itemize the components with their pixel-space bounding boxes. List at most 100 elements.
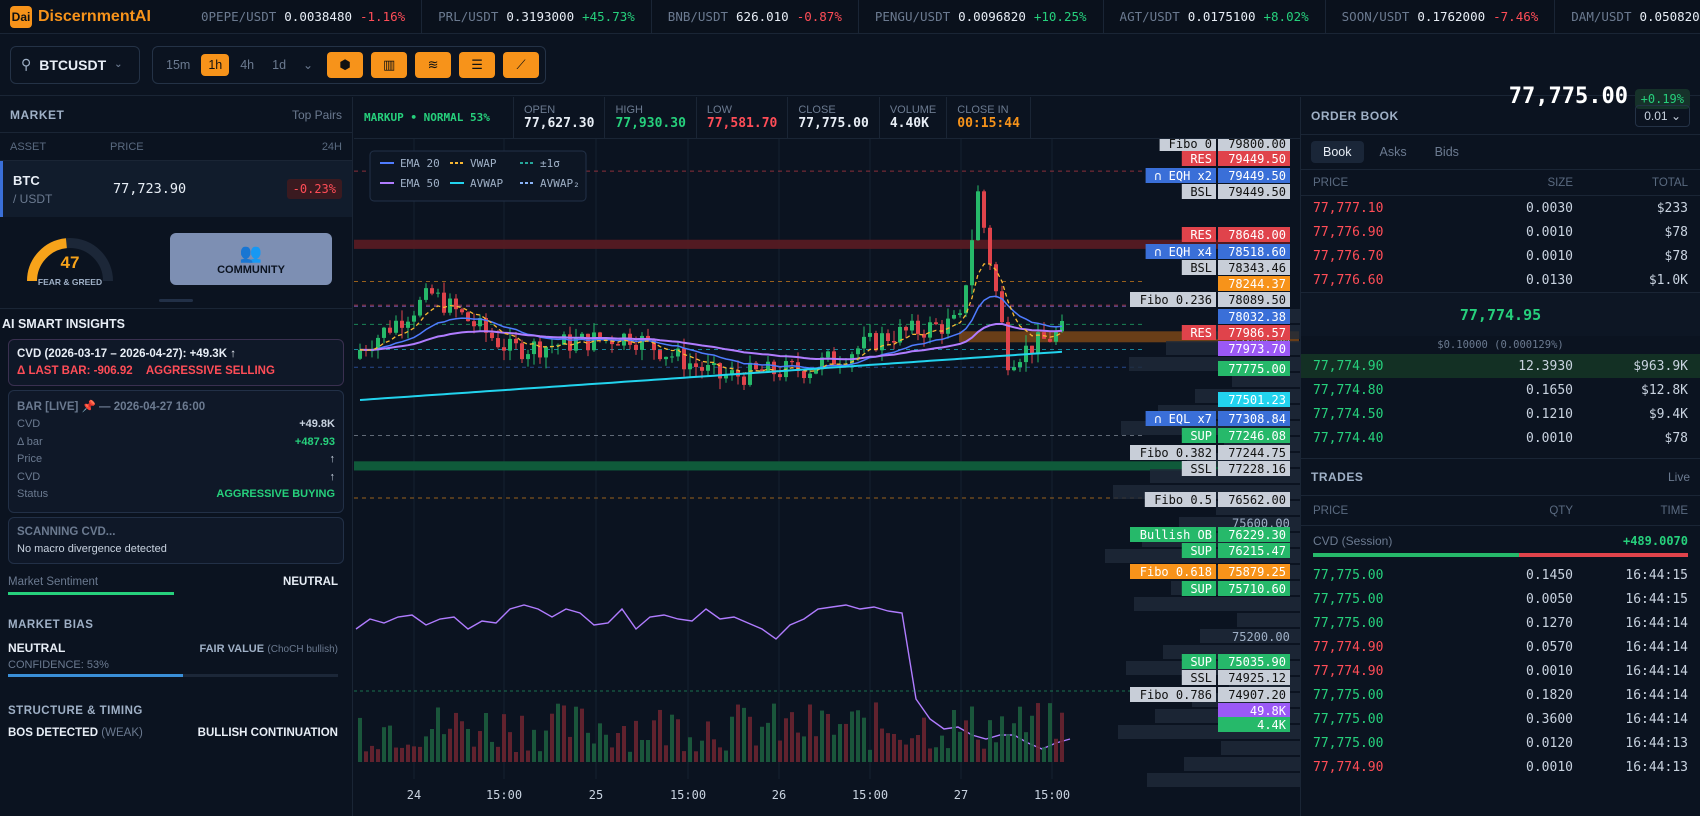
ob-size: 0.0010 [1526,430,1573,446]
chevron-down-icon[interactable]: ⌄ [303,57,314,72]
tab-bids[interactable]: Bids [1434,145,1459,159]
volume-bar [814,736,818,762]
level-tag: 79800.00 Fibo 0 [1159,139,1290,151]
community-button[interactable]: 👥 COMMUNITY [170,233,332,285]
orderbook-bids: 77,774.90 12.3930 $963.9K 77,774.80 0.1650 $1… [1301,354,1700,450]
bar-live-row: CVD +49.8K [17,416,335,434]
bar-chart-button[interactable]: ▥ [371,51,408,78]
volume-bar [694,751,698,762]
volume-bar [802,736,806,762]
candle-body [964,285,968,314]
orderbook-row[interactable]: 77,774.40 0.0010 $78 [1301,426,1700,450]
cvd-summary-card: CVD (2026-03-17 – 2026-04-27): +49.3K ↑ … [8,339,344,386]
ticker-item[interactable]: SOON/USDT 0.1762000 -7.46% [1326,0,1556,33]
volume-bar [562,705,566,762]
level-price: 74907.20 [1228,688,1286,702]
volume-bar [820,710,824,762]
level-tag: 77308.84 ∩ EQL x7 [1145,411,1290,426]
ticker-price: 626.010 [736,9,789,24]
line-chart-button[interactable]: ⟋ [503,51,540,78]
level-tag-bg [1130,445,1216,460]
orderbook-row[interactable]: 77,774.90 12.3930 $963.9K [1301,354,1700,378]
level-tag-label: BSL [1190,185,1212,199]
trade-price: 77,774.90 [1313,663,1384,679]
orderbook-row[interactable]: 77,776.70 0.0010 $78 [1301,244,1700,268]
scroll-handle[interactable] [159,299,193,302]
ohlc-value: 77,930.30 [615,116,686,131]
tab-asks[interactable]: Asks [1379,145,1407,159]
volume-bar [898,739,902,762]
precision-select[interactable]: 0.01 ⌄ [1635,104,1690,127]
orderbook-row[interactable]: 77,776.60 0.0130 $1.0K [1301,268,1700,292]
orderbook-row[interactable]: 77,777.10 0.0030 $233 [1301,196,1700,220]
level-tag-label: RES [1190,228,1212,242]
ticker-item[interactable]: 0PEPE/USDT 0.0038480 -1.16% [185,0,423,33]
cvd-line [355,604,1071,750]
volume-bar [622,726,626,762]
level-price-bg [1218,361,1290,376]
level-price-bg [1218,341,1290,356]
ob-price: 77,776.60 [1313,272,1384,288]
ticker-bar: Dai DiscernmentAI 0PEPE/USDT 0.0038480 -1.… [0,0,1700,34]
tab-book[interactable]: Book [1311,141,1364,163]
legend-label: VWAP [470,157,497,170]
timeframe-1d[interactable]: 1d [272,57,287,72]
level-tag: 78244.37 [1218,276,1290,291]
candle-body [970,240,974,286]
level-tag: 78518.60 ∩ EQH x4 [1145,244,1290,259]
volume-bar [412,746,416,762]
orderbook-row[interactable]: 77,774.80 0.1650 $12.8K [1301,378,1700,402]
level-price: 75710.60 [1228,582,1286,596]
bar-live-key: CVD [17,418,41,430]
level-price-bg [1218,581,1290,596]
ticker-item[interactable]: BNB/USDT 626.010 -0.87% [652,0,859,33]
brand-logo[interactable]: Dai DiscernmentAI [0,0,185,33]
volume-bar [874,702,878,762]
bar-live-value: ↑ [329,453,336,465]
timeframe-15m[interactable]: 15m [166,57,191,72]
trade-price: 77,775.00 [1313,687,1384,703]
trade-time: 16:44:14 [1625,639,1688,655]
ticker-item[interactable]: PRL/USDT 0.3193000 +45.73% [422,0,652,33]
asset-row-btc[interactable]: BTC / USDT 77,723.90 -0.23% [0,161,352,217]
level-price: 78518.60 [1228,245,1286,259]
top-pairs-link[interactable]: Top Pairs [291,107,342,122]
cvd-range: CVD (2026-03-17 – 2026-04-27): +49.3K ↑ [17,348,236,360]
volume-profile-bar [1221,741,1300,755]
level-price: 79800.00 [1228,139,1286,151]
volume-bar [466,728,470,762]
volume-bar [916,735,920,762]
trade-price: 77,775.00 [1313,615,1384,631]
candle-body [688,363,692,370]
last-bar-delta: Δ LAST BAR: -906.92 [17,365,133,377]
level-tag-bg [1130,687,1216,702]
volume-bar [994,742,998,762]
trade-row: 77,774.90 0.0570 16:44:14 [1301,635,1700,659]
right-panel: ORDER BOOK 0.01 ⌄ Book Asks Bids PRICE SIZE… [1300,97,1700,816]
symbol-search[interactable]: ⚲ BTCUSDT ⌄ [10,45,140,84]
vwap-line [359,263,1063,375]
level-tag-bg [1145,244,1216,259]
list-button[interactable]: ☰ [459,51,496,78]
ohlc-label: VOLUME [889,104,937,116]
ticker-item[interactable]: PENGU/USDT 0.0096820 +10.25% [859,0,1104,33]
timeframe-group: 15m 1h 4h 1d ⌄ ⬢ ▥ ≋ ☰ ⟋ [152,45,547,84]
level-tag-label: SUP [1190,582,1212,596]
brand-name: DiscernmentAI [38,7,151,25]
ticker-item[interactable]: DAM/USDT 0.0508200 [1555,0,1700,33]
timeframe-4h[interactable]: 4h [240,57,255,72]
level-tag-bg [1181,227,1216,242]
orderbook-row[interactable]: 77,774.50 0.1210 $9.4K [1301,402,1700,426]
timeframe-1h[interactable]: 1h [201,53,230,76]
volume-bar [418,746,422,762]
orderbook-row[interactable]: 77,776.90 0.0010 $78 [1301,220,1700,244]
candle-body [1048,338,1052,342]
layers-button[interactable]: ≋ [415,51,452,78]
volume-bar [784,718,788,762]
volume-bar [706,721,710,762]
ticker-item[interactable]: AGT/USDT 0.0175100 +8.02% [1104,0,1326,33]
candle-body [922,333,926,338]
volume-bar [526,750,530,762]
candlestick-chart-button[interactable]: ⬢ [327,51,364,78]
